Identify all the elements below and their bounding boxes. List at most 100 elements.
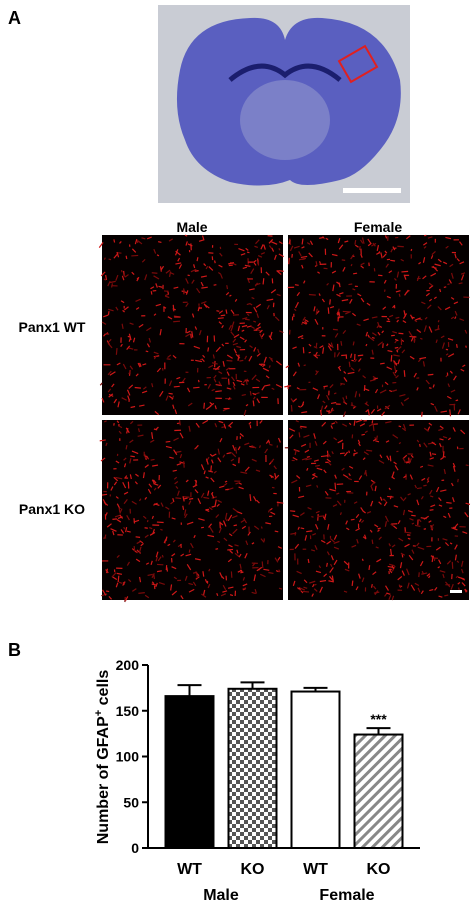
significance: *** (370, 711, 387, 727)
cell-signal (203, 571, 204, 576)
cell-signal (151, 459, 155, 460)
cell-signal (189, 498, 193, 499)
cell-signal (173, 305, 174, 311)
cell-signal (327, 563, 328, 567)
cell-signal (116, 348, 117, 355)
cell-signal (234, 525, 237, 526)
bar (166, 696, 214, 848)
cell-signal (185, 235, 187, 236)
cell-signal (366, 450, 372, 451)
cell-signal (218, 318, 224, 319)
cell-signal (430, 510, 434, 511)
cell-signal (201, 527, 204, 528)
cell-signal (414, 339, 415, 343)
cell-signal (173, 321, 180, 322)
cell-signal (216, 311, 219, 312)
cell-signal (444, 287, 446, 288)
row-label: Panx1 WT (19, 319, 86, 335)
cell-signal (458, 479, 459, 482)
cell-signal (380, 363, 385, 364)
cell-signal (330, 299, 331, 304)
cell-signal (269, 365, 270, 367)
cell-signal (466, 465, 469, 466)
cell-signal (351, 264, 352, 266)
cell-signal (318, 516, 325, 517)
cell-signal (227, 549, 233, 550)
cell-signal (221, 315, 225, 316)
cell-signal (351, 519, 355, 520)
column-label: Female (354, 219, 402, 235)
cell-signal (291, 405, 292, 411)
cell-signal (390, 260, 395, 261)
cell-signal (360, 246, 361, 250)
cell-signal (408, 538, 410, 539)
cell-signal (372, 337, 374, 338)
scale-bar (450, 590, 462, 593)
cell-signal (391, 549, 392, 555)
cell-signal (225, 481, 227, 482)
cell-signal (169, 393, 173, 394)
bar (292, 692, 340, 848)
y-axis-label: Number of GFAP+ cells (93, 670, 112, 845)
cell-signal (295, 285, 299, 286)
cell-signal (300, 426, 306, 427)
cell-signal (404, 370, 405, 377)
cell-signal (130, 456, 134, 457)
cell-signal (395, 347, 398, 348)
cell-signal (348, 284, 352, 285)
cell-signal (420, 444, 421, 447)
cell-signal (358, 355, 363, 356)
cell-signal (302, 239, 303, 245)
cell-signal (422, 412, 423, 417)
cell-signal (253, 400, 254, 406)
cell-signal (215, 391, 221, 392)
cell-signal (335, 483, 336, 490)
cell-signal (391, 355, 392, 362)
cell-signal (428, 374, 434, 375)
cell-signal (362, 559, 363, 561)
panel-label: B (8, 640, 21, 660)
cell-signal (136, 537, 140, 538)
cell-signal (126, 445, 127, 449)
cell-signal (109, 259, 111, 260)
cell-signal (446, 502, 451, 503)
panel-label: A (8, 8, 21, 28)
cell-signal (245, 319, 250, 320)
cell-signal (279, 588, 282, 589)
cell-signal (151, 291, 152, 294)
cell-signal (269, 441, 270, 443)
cell-signal (195, 271, 199, 272)
cell-signal (311, 517, 313, 518)
cell-signal (216, 549, 219, 550)
cell-signal (373, 424, 374, 431)
cell-signal (124, 527, 125, 529)
cell-signal (390, 456, 391, 462)
column-label: Male (176, 219, 207, 235)
cell-signal (225, 489, 229, 490)
cell-signal (309, 352, 311, 353)
cell-signal (180, 420, 181, 425)
bar (229, 689, 277, 848)
cell-signal (349, 362, 350, 367)
cell-signal (301, 528, 305, 529)
cell-signal (262, 561, 263, 568)
cell-signal (158, 242, 161, 243)
row-label: Panx1 KO (19, 501, 85, 517)
cell-signal (459, 283, 463, 284)
cell-signal (399, 426, 401, 427)
cell-signal (299, 432, 300, 437)
cell-signal (240, 572, 243, 573)
cell-signal (269, 444, 272, 445)
cell-signal (208, 347, 209, 351)
group-label: Female (319, 887, 374, 904)
cell-signal (450, 543, 452, 544)
cell-signal (349, 451, 350, 453)
cell-signal (308, 559, 309, 563)
cell-signal (215, 261, 216, 264)
cell-signal (466, 346, 467, 348)
cell-signal (104, 258, 105, 260)
cell-signal (397, 246, 403, 247)
x-tick-label: WT (177, 861, 202, 878)
cell-signal (424, 529, 426, 530)
